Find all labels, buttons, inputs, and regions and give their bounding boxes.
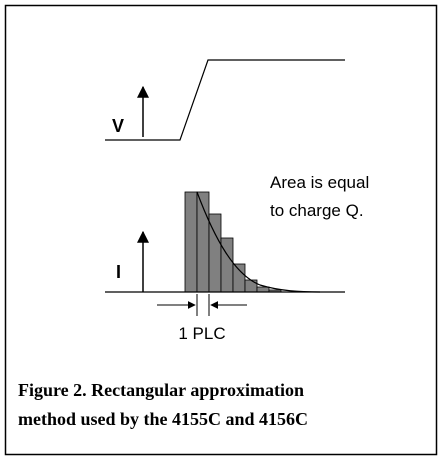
- voltage-waveform: [105, 59, 345, 141]
- caption-line: method used by the 4155C and 4156C: [18, 409, 308, 429]
- current-label: I: [116, 262, 121, 282]
- annotation-line: to charge Q.: [270, 201, 364, 220]
- annotation-line: Area is equal: [270, 173, 369, 192]
- voltage-label: V: [112, 116, 124, 136]
- caption-line: Figure 2. Rectangular approximation: [18, 380, 304, 400]
- interval-label: 1 PLC: [178, 324, 225, 343]
- frame: [4, 4, 438, 456]
- approximation-bars: [184, 191, 282, 293]
